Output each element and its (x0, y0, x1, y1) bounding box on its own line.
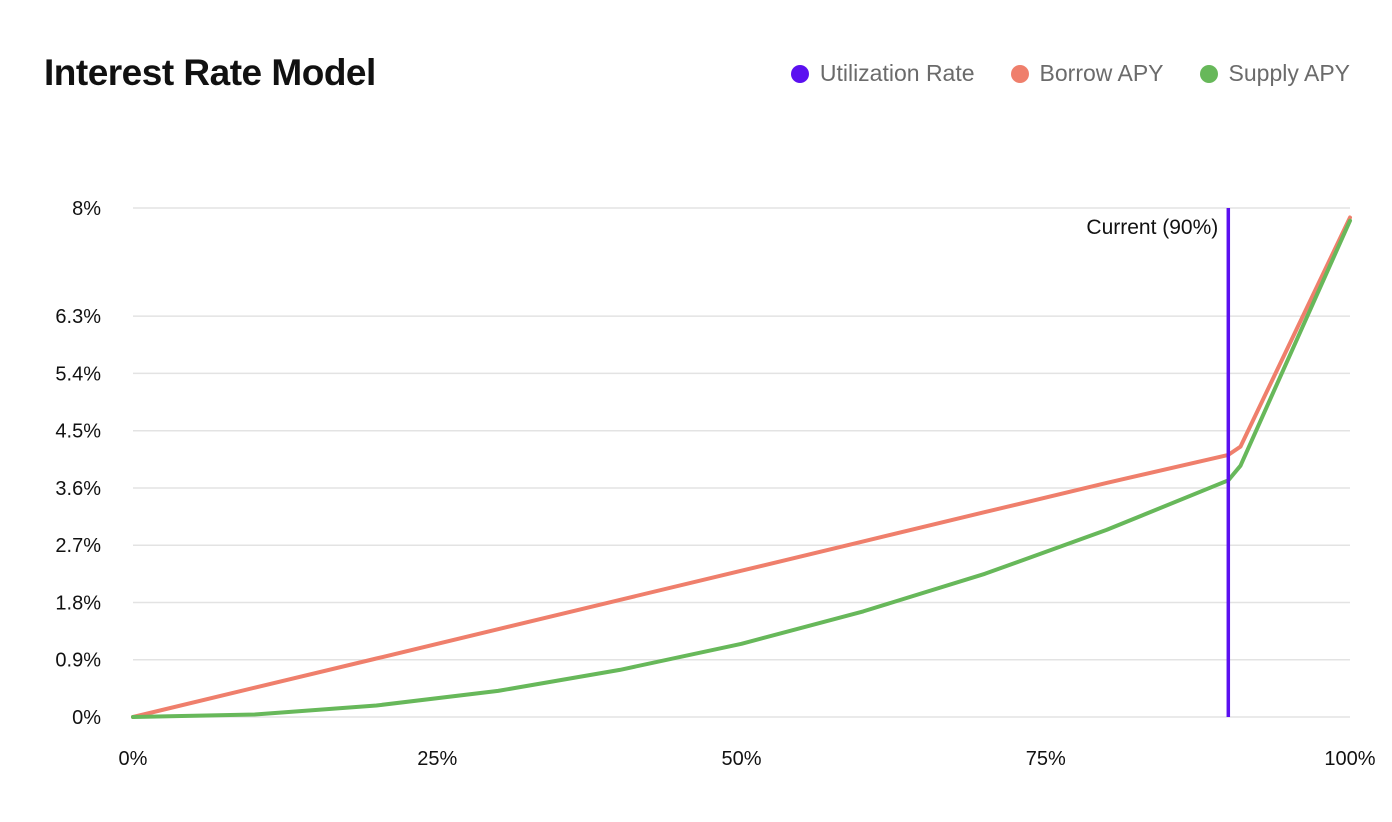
series-line-supply-apy (131, 218, 1352, 719)
x-tick-label-4: 100% (1324, 748, 1375, 770)
series-line-borrow-apy (131, 215, 1352, 719)
y-tick-label-3: 2.7% (55, 535, 101, 557)
borrow-apy-dot-icon (1010, 64, 1029, 83)
utilization-marker-label: Current (90%) (1086, 216, 1218, 239)
x-tick-label-3: 75% (1026, 748, 1066, 770)
y-tick-label-4: 3.6% (55, 478, 101, 500)
y-tick-label-1: 0.9% (55, 650, 101, 672)
x-tick-label-2: 50% (721, 748, 761, 770)
x-tick-label-0: 0% (119, 748, 148, 770)
utilization-rate-dot-icon (790, 64, 809, 83)
legend-label-borrow-apy: Borrow APY (1039, 60, 1164, 86)
y-tick-label-6: 5.4% (55, 363, 101, 385)
legend-item-supply-apy[interactable]: Supply APY (1199, 60, 1350, 87)
chart-title: Interest Rate Model (44, 52, 376, 93)
x-tick-label-1: 25% (417, 748, 457, 770)
y-tick-label-7: 6.3% (55, 306, 101, 328)
chart-legend: Utilization Rate Borrow APY Supply APY (790, 60, 1350, 87)
y-tick-label-5: 4.5% (55, 421, 101, 443)
supply-apy-dot-icon (1199, 64, 1218, 83)
y-tick-label-8: 8% (72, 198, 101, 220)
legend-label-supply-apy: Supply APY (1228, 60, 1350, 86)
y-tick-label-0: 0% (72, 707, 101, 729)
y-tick-label-2: 1.8% (55, 592, 101, 614)
legend-item-borrow-apy[interactable]: Borrow APY (1010, 60, 1164, 87)
legend-label-utilization-rate: Utilization Rate (819, 60, 975, 86)
legend-item-utilization-rate[interactable]: Utilization Rate (790, 60, 975, 87)
